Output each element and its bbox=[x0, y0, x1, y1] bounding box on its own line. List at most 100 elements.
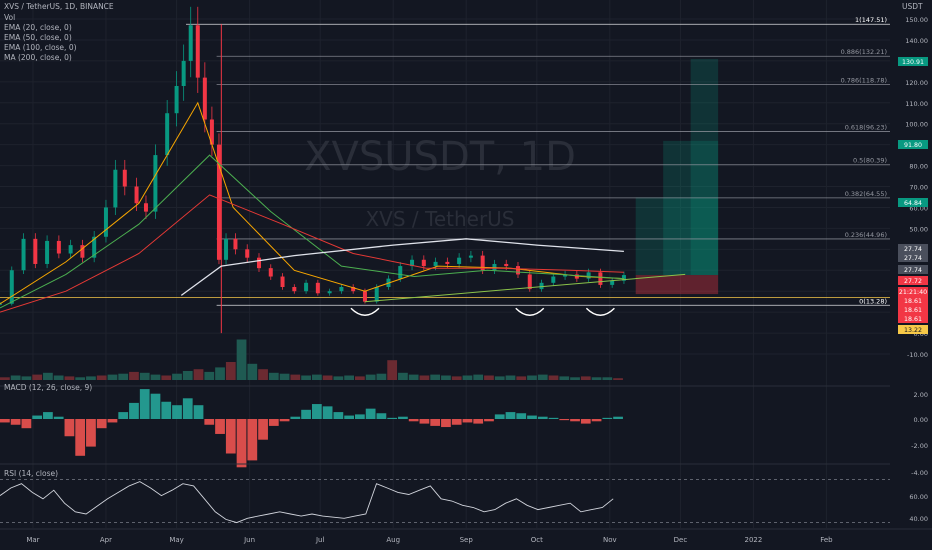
candle-body bbox=[410, 259, 415, 267]
rsi-title[interactable]: RSI (14, close) bbox=[4, 469, 59, 478]
volume-bar bbox=[548, 375, 559, 380]
macd-bar bbox=[398, 416, 408, 419]
macd-tick: -2.00 bbox=[911, 442, 928, 450]
volume-bar bbox=[505, 375, 516, 380]
price-tick: 70.00 bbox=[909, 184, 928, 192]
macd-title[interactable]: MACD (12, 26, close, 9) bbox=[4, 383, 93, 392]
price-tick: 80.00 bbox=[909, 163, 928, 171]
volume-bar bbox=[311, 374, 322, 380]
volume-bar bbox=[225, 362, 236, 380]
ema20-line bbox=[0, 101, 624, 305]
candle-body bbox=[103, 207, 108, 237]
macd-bar bbox=[64, 419, 75, 437]
macd-legend[interactable]: MACD (12, 26, close, 9) bbox=[4, 383, 92, 393]
base-marker bbox=[515, 307, 545, 316]
candle-body bbox=[174, 86, 179, 114]
candle-body bbox=[56, 240, 61, 254]
time-tick: Apr bbox=[100, 536, 112, 544]
price-tick: 50.00 bbox=[909, 225, 928, 233]
indicator-vol[interactable]: Vol bbox=[4, 13, 16, 22]
macd-bar bbox=[182, 398, 193, 419]
indicator-ema20[interactable]: EMA (20, close, 0) bbox=[4, 23, 72, 32]
price-badge-label: 18.61 bbox=[904, 298, 922, 305]
indicator-ema50[interactable]: EMA (50, close, 0) bbox=[4, 33, 72, 42]
volume-bar bbox=[602, 377, 613, 380]
price-badge-label: 27.74 bbox=[904, 246, 922, 253]
candle-body bbox=[9, 270, 14, 304]
price-badge bbox=[898, 276, 928, 285]
macd-bar bbox=[118, 412, 129, 419]
rsi-tick: 40.00 bbox=[909, 515, 928, 523]
candle-body bbox=[421, 259, 426, 267]
volume-bar bbox=[258, 369, 268, 380]
macd-bar bbox=[419, 419, 430, 424]
price-badge bbox=[898, 244, 928, 253]
volume-bar bbox=[365, 374, 376, 380]
macd-bar bbox=[580, 419, 591, 424]
candle-body bbox=[445, 261, 450, 264]
volume-bar bbox=[118, 373, 129, 380]
rsi-legend[interactable]: RSI (14, close) bbox=[4, 469, 58, 479]
time-axis: Mar Apr May Jun Jul Aug Sep Oct Nov Dec 2022 Feb bbox=[0, 528, 932, 544]
candle-body bbox=[351, 287, 356, 292]
price-badge bbox=[898, 305, 928, 314]
macd-bar bbox=[387, 417, 398, 419]
macd-bar bbox=[516, 413, 527, 419]
volume-bar bbox=[419, 375, 430, 380]
candle-body bbox=[468, 255, 473, 258]
volume-bar bbox=[32, 374, 43, 380]
indicator-ema100[interactable]: EMA (100, close, 0) bbox=[4, 43, 77, 52]
macd-bar bbox=[139, 389, 150, 419]
target-zone bbox=[663, 140, 719, 276]
macd-bar bbox=[311, 404, 322, 419]
candle-body bbox=[327, 291, 332, 294]
macd-bar bbox=[204, 419, 215, 425]
volume-bar bbox=[247, 363, 258, 380]
volume-bar bbox=[43, 372, 53, 380]
volume-bar bbox=[279, 373, 290, 380]
volume-bar bbox=[301, 375, 311, 380]
price-badge-label: 27.74 bbox=[904, 267, 922, 274]
symbol-title[interactable]: XVS / TetherUS, 1D, BINANCE bbox=[4, 2, 114, 11]
volume-bar bbox=[355, 376, 365, 380]
indicator-ma200[interactable]: MA (200, close, 0) bbox=[4, 53, 72, 62]
fib-label: 0.886(132.21) bbox=[841, 48, 887, 56]
price-tick: 100.00 bbox=[905, 121, 928, 129]
macd-tick: -4.00 bbox=[911, 469, 928, 477]
candle-body bbox=[245, 249, 250, 258]
volume-bar bbox=[398, 372, 408, 380]
price-badge bbox=[898, 265, 928, 274]
currency-label: USDT bbox=[902, 2, 923, 12]
volume-bar bbox=[204, 371, 215, 380]
symbol-header[interactable]: XVS / TetherUS, 1D, BINANCE bbox=[4, 2, 114, 12]
candle-body bbox=[209, 119, 214, 145]
macd-bar bbox=[537, 416, 548, 419]
volume-bar bbox=[236, 339, 247, 380]
macd-bar bbox=[21, 419, 32, 429]
rsi-line bbox=[0, 463, 890, 524]
rsi-tick: 60.00 bbox=[909, 493, 928, 501]
candle-body bbox=[374, 287, 379, 302]
fib-label: 0.786(118.78) bbox=[841, 76, 887, 84]
volume-bar bbox=[591, 377, 602, 380]
volume-bar bbox=[462, 375, 473, 380]
candle-body bbox=[188, 25, 193, 61]
price-axis: 150.00140.00130.00120.00110.00100.0090.0… bbox=[890, 0, 932, 550]
candle-body bbox=[134, 186, 139, 204]
macd-bar bbox=[355, 414, 365, 419]
price-badge-label: 64.84 bbox=[904, 200, 922, 207]
time-tick: Oct bbox=[531, 536, 543, 544]
volume-bars bbox=[0, 339, 623, 380]
candle-body bbox=[527, 274, 532, 290]
candle-body bbox=[45, 240, 50, 264]
macd-bar bbox=[75, 419, 86, 456]
volume-bar bbox=[494, 376, 505, 380]
axis-panel bbox=[890, 0, 932, 550]
candle-body bbox=[292, 287, 297, 292]
price-badge-label: 21:21:40 bbox=[899, 289, 927, 296]
candle-body bbox=[339, 287, 344, 292]
fib-label: 1(147.51) bbox=[855, 16, 887, 24]
macd-bar bbox=[290, 416, 301, 419]
volume-bar bbox=[613, 378, 623, 380]
